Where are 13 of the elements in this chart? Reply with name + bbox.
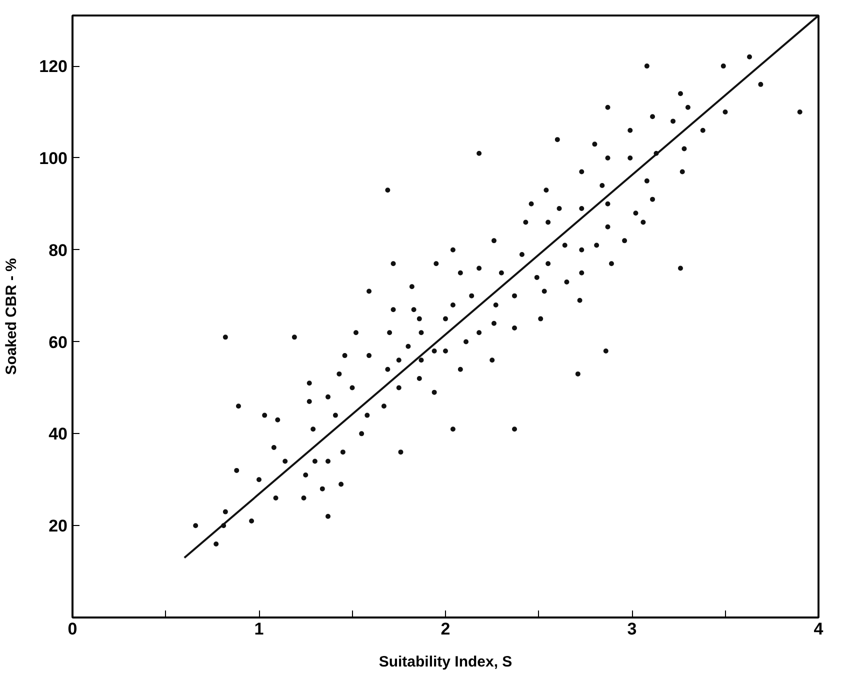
x-tick-label: 3 xyxy=(627,620,637,638)
x-axis-title: Suitability Index, S xyxy=(378,654,512,670)
x-tick-label: 0 xyxy=(68,620,78,638)
x-tick-label: 4 xyxy=(814,620,824,638)
y-tick-label: 40 xyxy=(48,424,68,444)
x-tick-label: 2 xyxy=(440,620,450,638)
y-tick-label: 80 xyxy=(48,240,68,260)
x-tick-label: 1 xyxy=(254,620,264,638)
y-tick-label: 20 xyxy=(48,516,68,536)
y-tick-label: 60 xyxy=(48,332,68,352)
y-tick-label: 120 xyxy=(39,57,68,76)
y-axis-title: Soaked CBR - % xyxy=(3,258,20,375)
y-tick-label: 100 xyxy=(39,148,68,168)
